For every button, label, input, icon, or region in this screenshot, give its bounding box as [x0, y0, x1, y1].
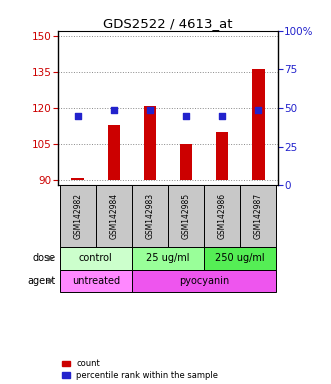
Bar [204, 247, 276, 270]
Point [256, 106, 261, 113]
Point [183, 113, 189, 119]
Bar [168, 185, 204, 247]
Text: control: control [79, 253, 113, 263]
Text: GSM142985: GSM142985 [181, 193, 191, 239]
Text: 25 ug/ml: 25 ug/ml [146, 253, 190, 263]
Bar [204, 185, 240, 247]
Text: GSM142982: GSM142982 [73, 193, 82, 239]
Bar [216, 132, 228, 180]
Bar [96, 185, 132, 247]
Bar [71, 178, 84, 180]
Bar [60, 247, 132, 270]
Bar [132, 247, 204, 270]
Bar [108, 125, 120, 180]
Point [111, 106, 117, 113]
Bar [60, 270, 132, 292]
Point [75, 113, 80, 119]
Point [147, 106, 153, 113]
Bar [60, 185, 96, 247]
Text: GSM142983: GSM142983 [145, 193, 155, 239]
Title: GDS2522 / 4613_at: GDS2522 / 4613_at [103, 17, 233, 30]
Bar [252, 70, 264, 180]
Text: dose: dose [32, 253, 56, 263]
Bar [180, 144, 192, 180]
Text: GSM142984: GSM142984 [109, 193, 118, 239]
Text: agent: agent [27, 276, 56, 286]
Text: untreated: untreated [72, 276, 120, 286]
Bar [240, 185, 276, 247]
Bar [132, 270, 276, 292]
Text: pyocyanin: pyocyanin [179, 276, 229, 286]
Text: 250 ug/ml: 250 ug/ml [215, 253, 265, 263]
Bar [132, 185, 168, 247]
Text: GSM142986: GSM142986 [217, 193, 227, 239]
Legend: count, percentile rank within the sample: count, percentile rank within the sample [62, 359, 218, 380]
Point [219, 113, 225, 119]
Bar [144, 106, 156, 180]
Text: GSM142987: GSM142987 [254, 193, 263, 239]
